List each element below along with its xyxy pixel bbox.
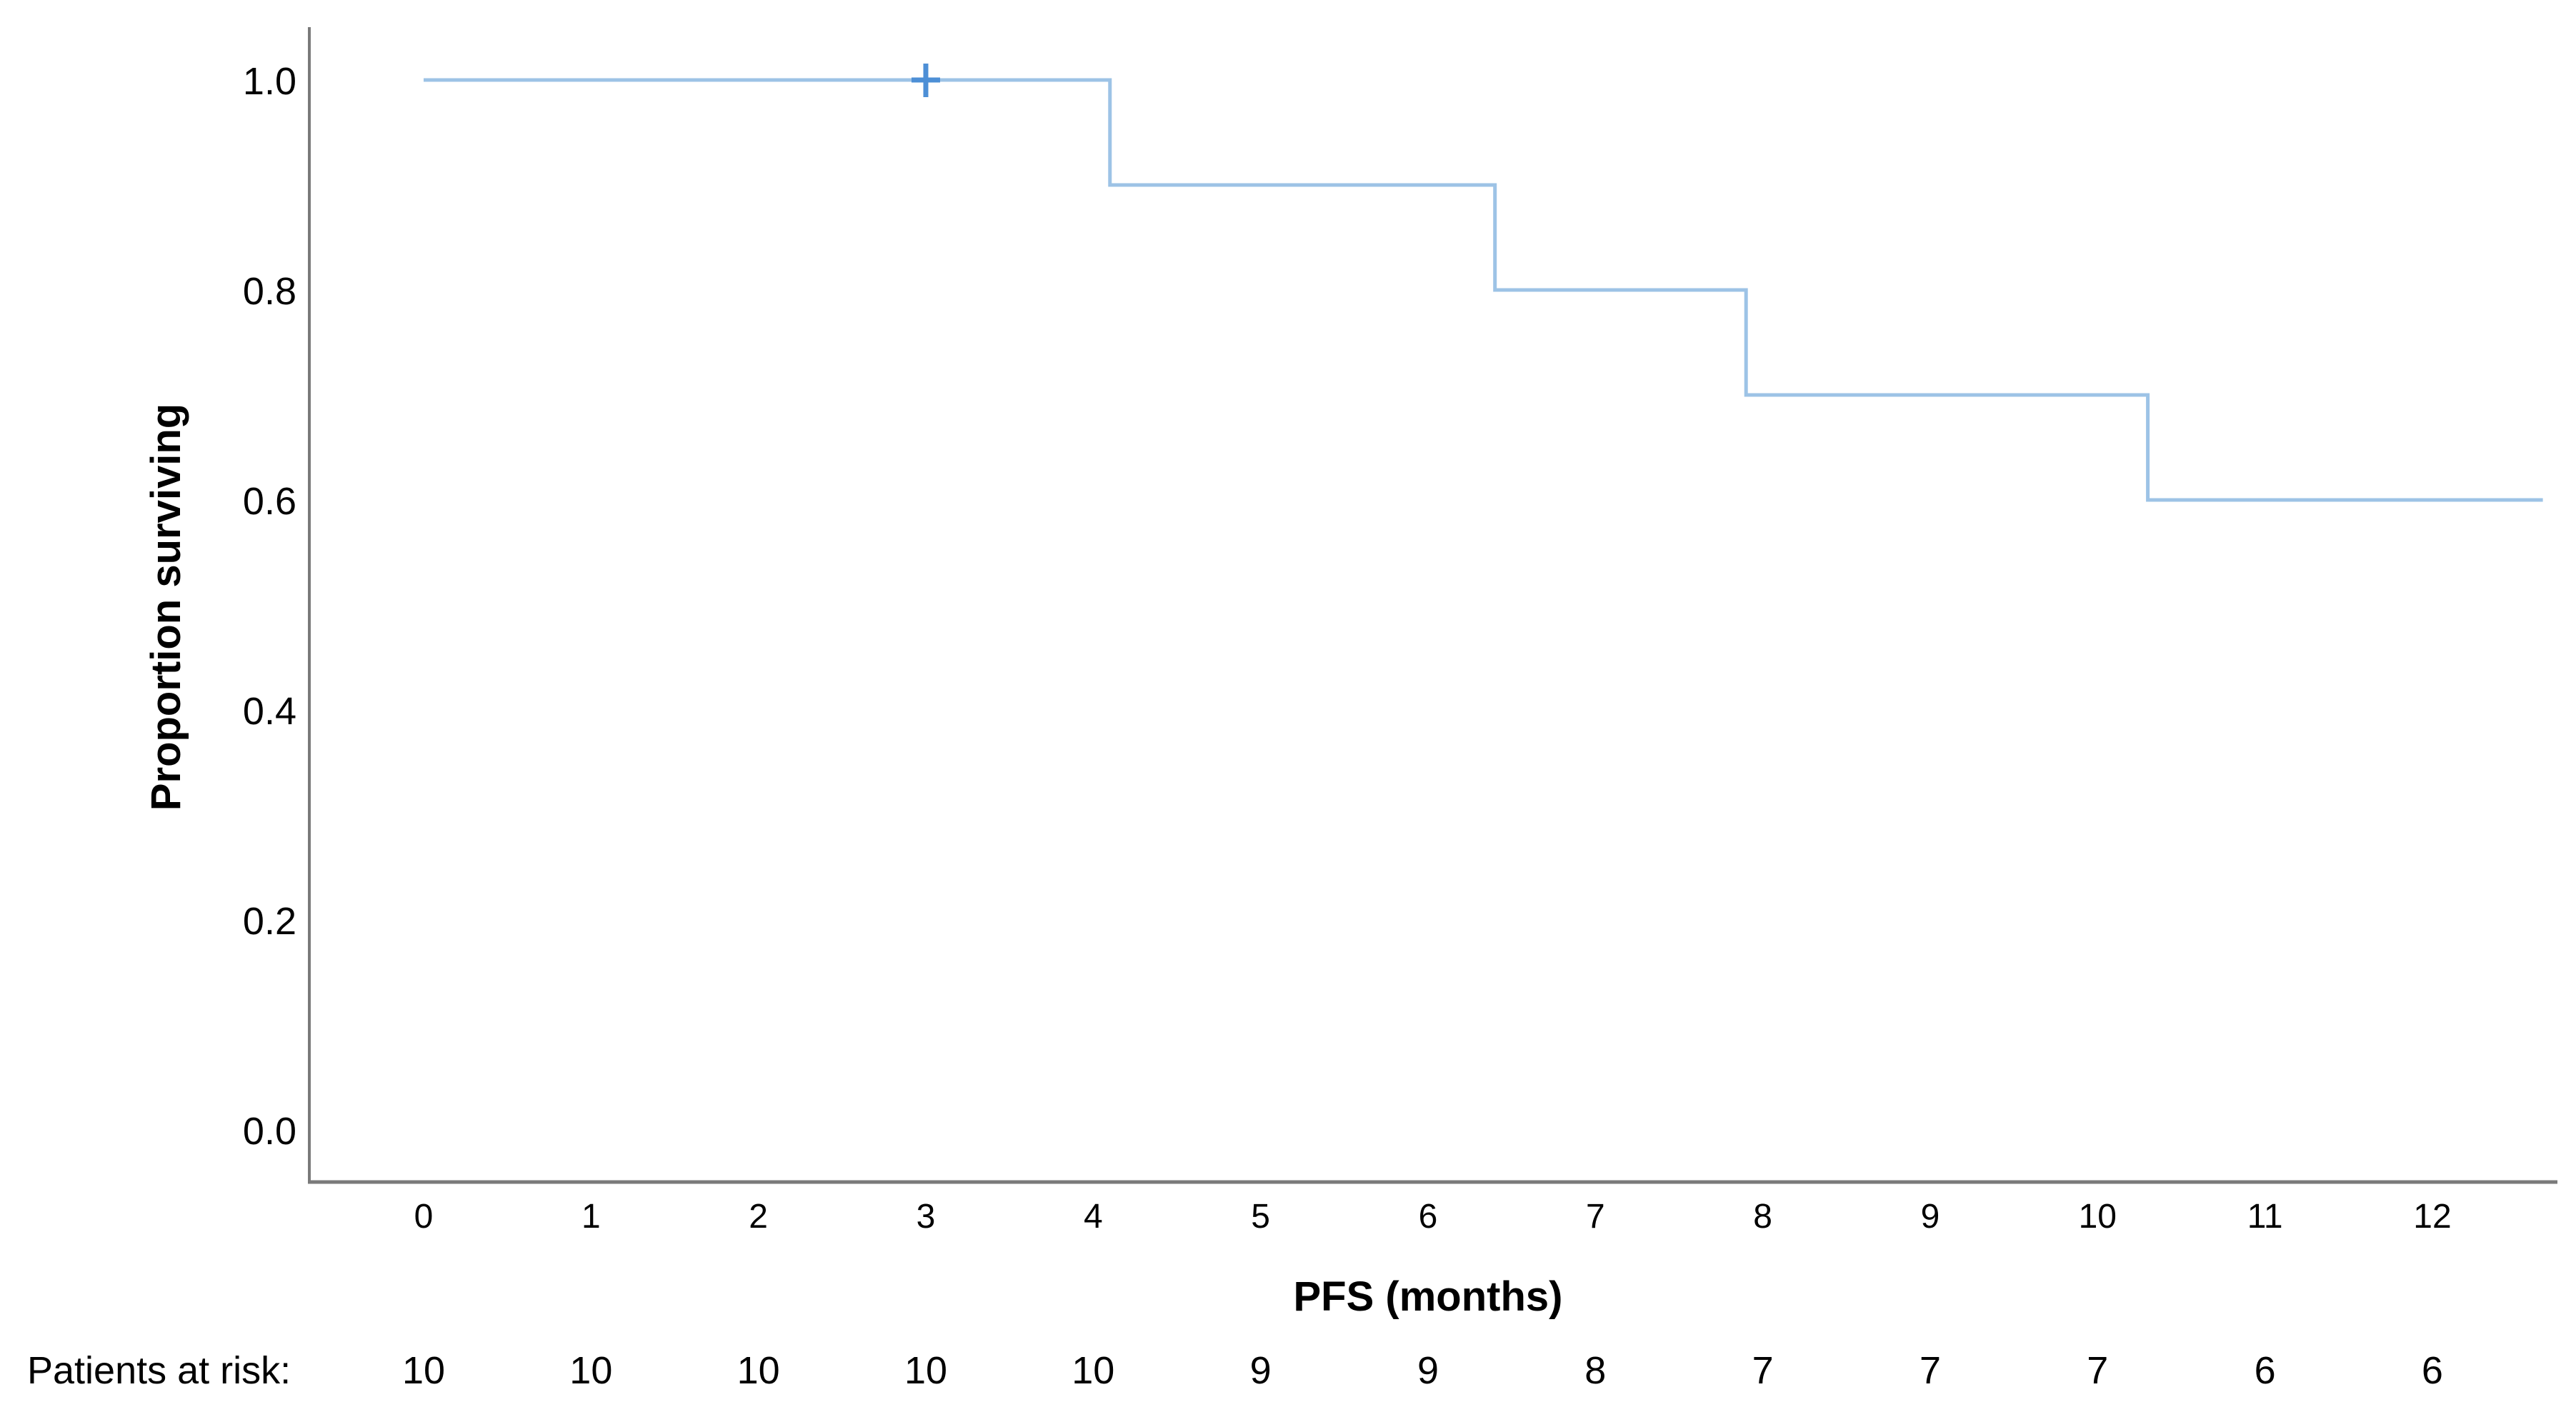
x-axis-title: PFS (months) — [1294, 1273, 1563, 1320]
at-risk-count: 8 — [1584, 1349, 1606, 1392]
x-tick-label: 1 — [581, 1198, 601, 1236]
y-tick-label: 0.8 — [243, 270, 296, 313]
at-risk-count: 6 — [2255, 1349, 2276, 1392]
x-tick-label: 5 — [1251, 1198, 1270, 1236]
at-risk-count: 10 — [402, 1349, 445, 1392]
at-risk-count: 10 — [1072, 1349, 1114, 1392]
x-tick-label: 10 — [2079, 1198, 2117, 1236]
x-tick-label: 12 — [2413, 1198, 2451, 1236]
x-tick-label: 7 — [1586, 1198, 1605, 1236]
plot-area: 0 1 2 3 4 5 6 7 8 9 10 11 121.00.80.60.40.20.010 10 10… — [243, 27, 2557, 1392]
at-risk-label: Patients at risk: — [27, 1349, 291, 1392]
at-risk-count: 10 — [737, 1349, 780, 1392]
x-tick-label: 4 — [1084, 1198, 1103, 1236]
at-risk-count: 9 — [1250, 1349, 1272, 1392]
at-risk-count: 6 — [2422, 1349, 2443, 1392]
at-risk-count: 9 — [1417, 1349, 1439, 1392]
x-tick-label: 6 — [1419, 1198, 1438, 1236]
x-tick-label: 8 — [1753, 1198, 1772, 1236]
x-tick-label: 9 — [1921, 1198, 1940, 1236]
at-risk-count: 7 — [1752, 1349, 1774, 1392]
x-tick-label: 2 — [749, 1198, 768, 1236]
at-risk-count: 7 — [1919, 1349, 1941, 1392]
y-axis-title: Proportion surviving — [143, 404, 189, 811]
x-tick-label: 11 — [2247, 1198, 2283, 1236]
y-tick-label: 1.0 — [243, 60, 296, 103]
y-tick-label: 0.4 — [243, 690, 296, 733]
at-risk-count: 10 — [904, 1349, 947, 1392]
at-risk-count: 7 — [2087, 1349, 2108, 1392]
at-risk-count: 10 — [569, 1349, 612, 1392]
y-tick-label: 0.0 — [243, 1110, 296, 1153]
survival-curve — [424, 78, 2543, 502]
y-tick-label: 0.6 — [243, 480, 296, 523]
y-tick-label: 0.2 — [243, 900, 296, 943]
x-tick-label: 3 — [917, 1198, 936, 1236]
x-tick-label: 0 — [414, 1198, 434, 1236]
